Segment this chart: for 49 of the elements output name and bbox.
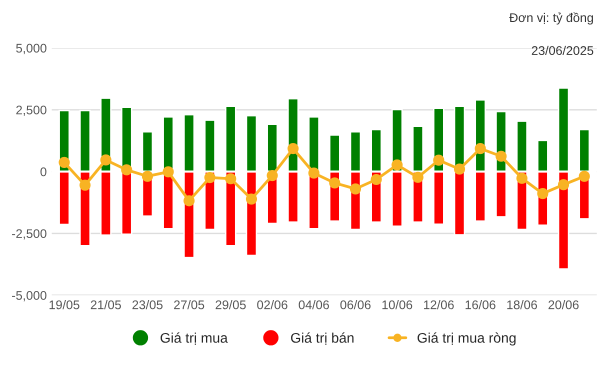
point bbox=[58, 156, 70, 168]
point bbox=[142, 170, 154, 182]
point bbox=[204, 172, 216, 184]
point bbox=[79, 180, 91, 191]
point bbox=[516, 172, 528, 184]
annotation: 23/06/2025 bbox=[532, 46, 594, 56]
point bbox=[246, 193, 258, 205]
x-tick-label: 29/05 bbox=[216, 300, 246, 310]
point bbox=[100, 154, 112, 166]
x-tick-label: 16/06 bbox=[466, 300, 496, 310]
legend-label: Giá trị bán bbox=[291, 332, 354, 345]
x-tick-label: 21/05 bbox=[90, 300, 121, 310]
text: Đơn vị: tỷ đồng bbox=[509, 12, 593, 25]
x-tick-label: 04/06 bbox=[298, 300, 329, 310]
legend-label: Giá trị mua ròng bbox=[418, 332, 516, 346]
x-tick-label: 10/06 bbox=[382, 300, 412, 310]
point bbox=[266, 170, 278, 182]
y-tick-label: 0 bbox=[40, 167, 46, 176]
x-tick-label: 27/05 bbox=[174, 300, 204, 310]
point bbox=[454, 164, 466, 175]
point bbox=[121, 164, 132, 176]
x-tick-label: 12/06 bbox=[424, 300, 454, 310]
point bbox=[412, 172, 424, 183]
point bbox=[162, 166, 174, 178]
point bbox=[578, 170, 590, 182]
point bbox=[537, 188, 548, 200]
point bbox=[496, 150, 507, 162]
point bbox=[350, 183, 362, 194]
point bbox=[225, 173, 236, 184]
point bbox=[288, 143, 299, 154]
point bbox=[558, 179, 570, 190]
y-tick-label: 5,000 bbox=[16, 44, 46, 54]
point bbox=[392, 159, 403, 170]
point bbox=[329, 177, 340, 189]
y-tick-label: 2,500 bbox=[16, 106, 46, 116]
point bbox=[433, 154, 444, 166]
point bbox=[184, 195, 195, 206]
point bbox=[474, 143, 486, 154]
y-tick-label: -2,500 bbox=[12, 229, 46, 240]
x-tick-label: 20/06 bbox=[548, 300, 579, 310]
point bbox=[308, 168, 320, 179]
x-tick-label: 23/05 bbox=[132, 300, 163, 310]
point bbox=[370, 174, 382, 186]
x-tick-label: 06/06 bbox=[340, 300, 371, 310]
legend-label: Giá trị mua bbox=[160, 332, 228, 345]
x-tick-label: 19/05 bbox=[50, 300, 80, 310]
x-tick-label: 18/06 bbox=[507, 300, 538, 310]
y-tick-label: -5,000 bbox=[12, 291, 46, 302]
x-tick-label: 02/06 bbox=[257, 300, 288, 310]
